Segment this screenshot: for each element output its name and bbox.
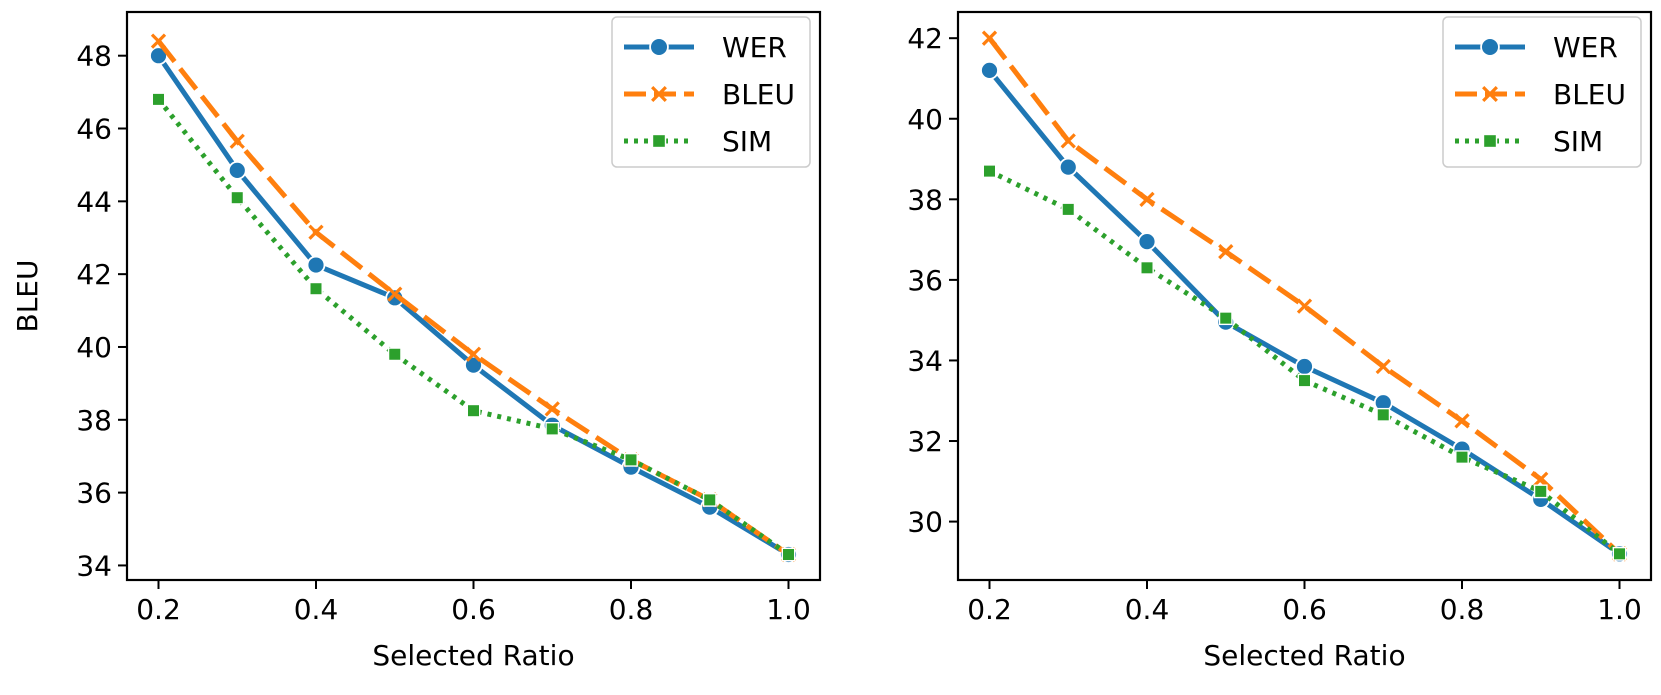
square-marker [466,403,481,418]
series-sim [982,164,1627,561]
y-tick-label: 32 [907,425,943,458]
square-marker [624,452,638,467]
series-line [156,97,790,557]
x-marker [981,30,998,46]
right-chart: 0.2 0.4 0.6 0.8 1.0 30 32 34 36 38 40 42 Selected Ra… [907,10,1653,672]
legend-label-sim: SIM [1553,125,1603,158]
square-marker [1612,546,1627,561]
circle-marker [464,355,483,375]
y-tick-label: 48 [76,40,112,73]
square-marker [1533,484,1548,499]
legend: WER BLEU SIM [1442,16,1642,168]
series-sim [151,92,796,562]
square-marker [1376,407,1391,422]
x-marker [387,286,403,302]
y-tick-label: 38 [76,404,112,437]
x-tick-label: 1.0 [766,593,811,626]
square-marker [387,347,402,362]
square-marker [1061,202,1076,217]
x-axis-label: Selected Ratio [372,639,574,672]
legend-label-wer: WER [1553,31,1618,64]
y-tick-label: 38 [907,183,943,216]
x-axis-label: Selected Ratio [1203,639,1405,672]
x-marker [1296,298,1313,314]
legend-label-bleu: BLEU [722,78,795,111]
y-tick-label: 44 [76,185,112,218]
legend-label-bleu: BLEU [1553,78,1626,111]
x-tick-label: 0.4 [294,593,339,626]
x-tick-label: 0.2 [136,593,181,626]
x-tick-label: 0.8 [1440,593,1485,626]
x-tick-label: 0.8 [609,593,654,626]
y-tick-label: 36 [907,264,943,297]
square-marker [1140,260,1154,275]
legend: WER BLEU SIM [611,16,811,168]
square-marker [151,92,166,107]
x-marker [229,133,245,149]
y-tick-label: 34 [907,344,943,377]
circle-marker [1137,232,1157,252]
y-tick-label: 40 [76,331,112,364]
circle-marker [1480,37,1500,57]
square-marker [1482,133,1498,149]
circle-marker [1295,357,1314,376]
series-line [987,36,1622,556]
y-axis-label: BLEU [11,260,44,333]
x-marker [1218,244,1234,260]
y-tick-label: 34 [76,549,112,582]
x-tick-label: 0.2 [967,593,1012,626]
square-marker [781,547,796,562]
x-tick-label: 0.6 [451,593,496,626]
square-marker [1455,450,1469,465]
circle-marker [1058,157,1078,177]
x-marker [651,86,667,102]
square-marker [230,190,245,205]
x-marker [150,33,167,49]
circle-marker [306,255,326,275]
y-tick-label: 36 [76,477,112,510]
y-tick-label: 30 [907,506,943,539]
x-marker [1375,358,1391,375]
circle-marker [649,37,669,57]
square-marker [651,133,667,149]
x-marker [465,346,482,362]
legend-label-sim: SIM [722,125,772,158]
series-line [988,168,1622,556]
x-marker [308,224,324,240]
circle-marker [227,160,247,180]
x-marker [1139,191,1155,207]
left-chart: 0.2 0.4 0.6 0.8 1.0 34 36 38 40 42 44 46 48 Selected … [11,10,822,672]
square-marker [309,281,323,296]
x-tick-label: 0.4 [1125,593,1170,626]
x-marker [1454,413,1470,429]
circle-marker [980,61,999,80]
square-marker [702,492,717,507]
y-tick-label: 42 [907,22,943,55]
x-marker [1060,133,1076,149]
legend-label-wer: WER [722,31,787,64]
square-marker [1218,311,1233,326]
y-tick-label: 40 [907,103,943,136]
x-marker [544,401,560,417]
square-marker [545,421,560,436]
x-tick-label: 0.6 [1282,593,1327,626]
square-marker [1297,373,1312,388]
x-marker [1482,86,1498,102]
x-marker [1533,471,1549,487]
x-tick-label: 1.0 [1597,593,1642,626]
y-tick-label: 46 [76,113,112,146]
square-marker [982,164,997,179]
y-tick-label: 42 [76,258,112,291]
